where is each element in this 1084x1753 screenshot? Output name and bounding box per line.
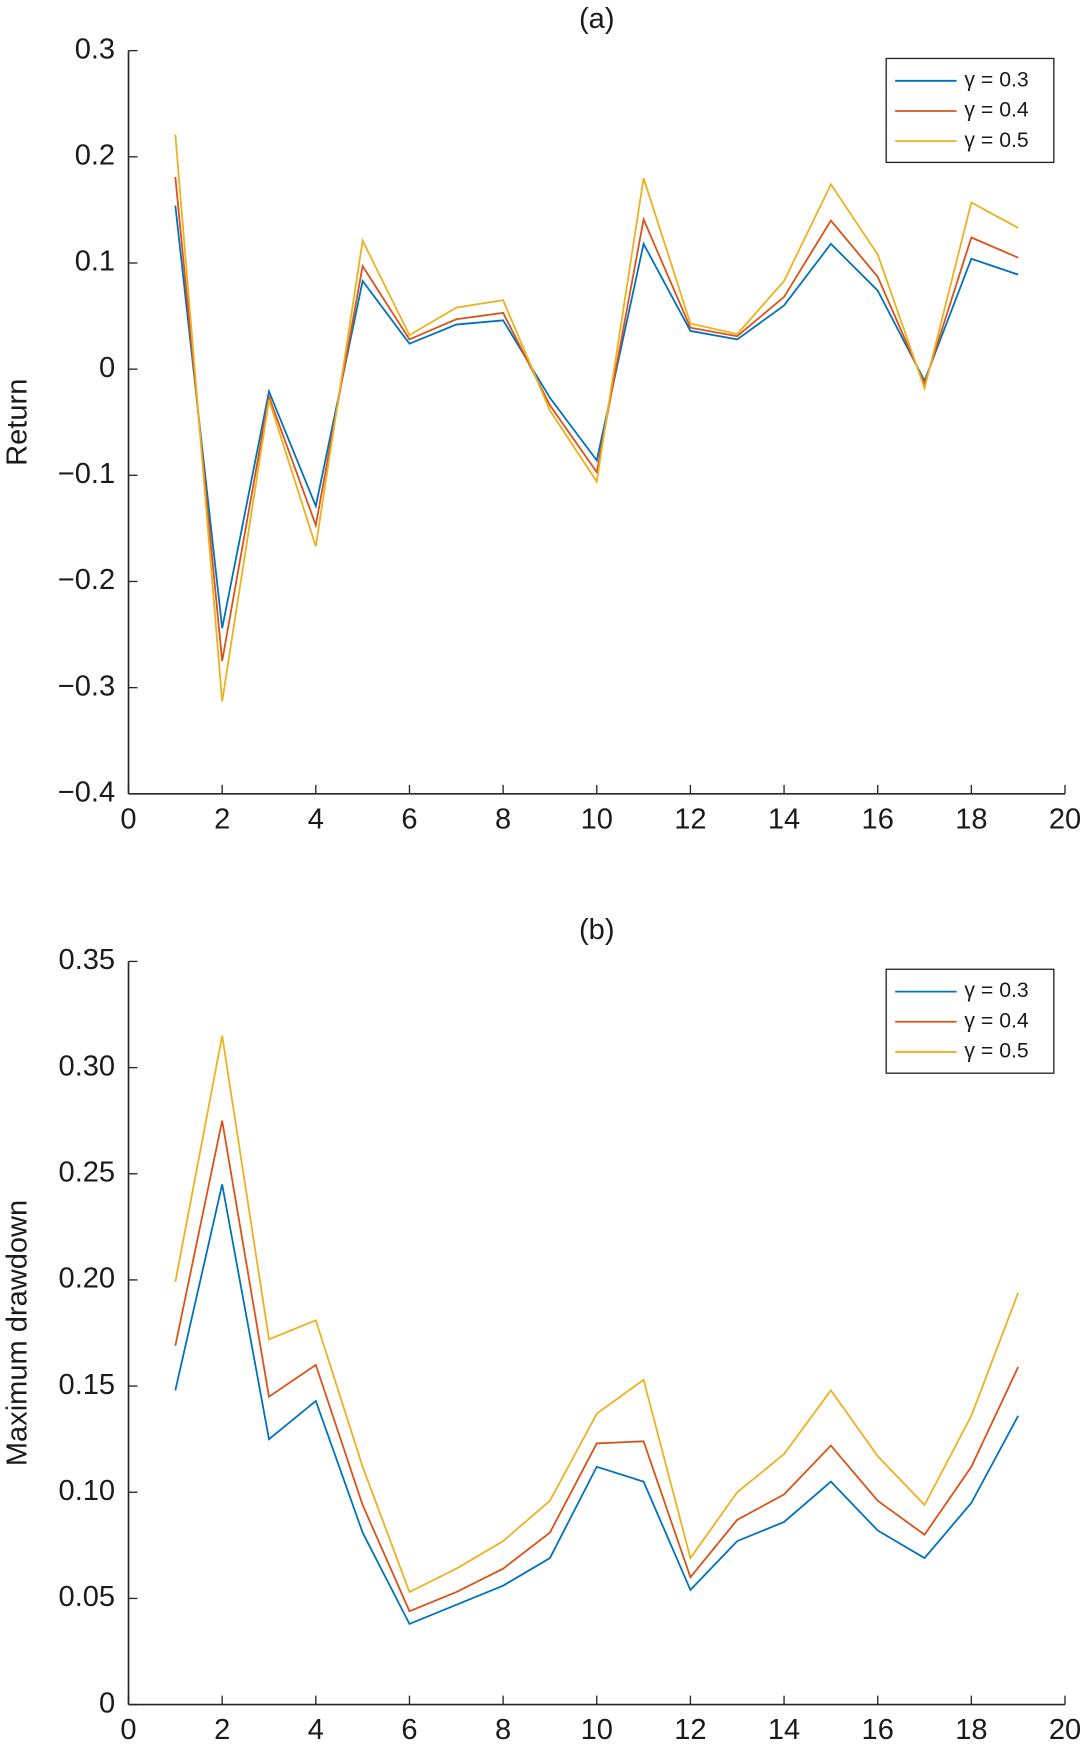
x-tick-label: 16 bbox=[862, 1714, 894, 1746]
series-line bbox=[174, 1120, 1019, 1613]
x-tick-label: 12 bbox=[674, 803, 706, 835]
y-tick-label: 0.05 bbox=[59, 1581, 116, 1613]
chart-title: (b) bbox=[579, 914, 615, 946]
x-tick-label: 20 bbox=[1049, 803, 1081, 835]
series-line bbox=[174, 134, 1019, 702]
series-line bbox=[174, 176, 1019, 662]
x-tick-label: 8 bbox=[495, 1714, 511, 1746]
y-tick-label: −0.1 bbox=[58, 458, 115, 490]
x-tick-label: 2 bbox=[214, 1714, 230, 1746]
y-tick-label: 0.20 bbox=[59, 1263, 116, 1295]
y-tick-label: 0.10 bbox=[59, 1475, 116, 1507]
legend: γ = 0.3 γ = 0.4 γ = 0.5 bbox=[885, 968, 1055, 1074]
chart-title: (a) bbox=[579, 3, 615, 35]
x-tick-label: 10 bbox=[581, 1714, 613, 1746]
x-tick-label: 4 bbox=[308, 1714, 324, 1746]
series-line bbox=[174, 1184, 1019, 1626]
y-axis-label: Return bbox=[2, 379, 34, 466]
y-tick-label: 0.1 bbox=[75, 246, 115, 278]
y-tick-label: −0.2 bbox=[58, 564, 115, 596]
y-tick-label: 0.3 bbox=[75, 33, 115, 65]
y-tick-label: 0.25 bbox=[59, 1156, 116, 1188]
x-tick-label: 6 bbox=[401, 1714, 417, 1746]
legend-label: γ = 0.5 bbox=[964, 1040, 1028, 1063]
x-tick-label: 6 bbox=[401, 803, 417, 835]
legend: γ = 0.3 γ = 0.4 γ = 0.5 bbox=[885, 57, 1055, 164]
x-tick-label: 18 bbox=[955, 1714, 987, 1746]
x-tick-label: 0 bbox=[120, 1714, 136, 1746]
x-tick-label: 18 bbox=[955, 803, 987, 835]
y-tick-label: 0.2 bbox=[75, 139, 115, 171]
legend-label: γ = 0.4 bbox=[964, 99, 1028, 122]
y-tick-label: 0.30 bbox=[59, 1050, 116, 1082]
y-tick-label: 0 bbox=[99, 352, 115, 384]
x-tick-label: 16 bbox=[862, 803, 894, 835]
x-tick-label: 0 bbox=[120, 803, 136, 835]
y-tick-label: 0.15 bbox=[59, 1369, 116, 1401]
x-tick-label: 14 bbox=[768, 803, 800, 835]
y-axis-label: Maximum drawdown bbox=[2, 1200, 34, 1466]
subplot: (b) Maximum drawdown 0 0.05 0.10 0.15 0.20 0.25… bbox=[2, 914, 1081, 1746]
legend-label: γ = 0.3 bbox=[964, 979, 1028, 1002]
legend-label: γ = 0.4 bbox=[964, 1009, 1028, 1032]
y-tick-label: −0.4 bbox=[58, 776, 115, 808]
x-tick-label: 2 bbox=[214, 803, 230, 835]
y-tick-label: 0.35 bbox=[59, 944, 116, 976]
x-tick-label: 14 bbox=[768, 1714, 800, 1746]
legend-label: γ = 0.5 bbox=[964, 129, 1028, 152]
subplot: (a) Return −0.4 −0.3 −0.2 −0.1 0 0.1 0.2 0.3 0 2 4 6 8… bbox=[2, 3, 1081, 835]
x-tick-label: 12 bbox=[674, 1714, 706, 1746]
series-line bbox=[174, 1035, 1020, 1594]
y-tick-label: −0.3 bbox=[58, 670, 115, 702]
x-tick-label: 10 bbox=[581, 803, 613, 835]
x-tick-label: 4 bbox=[308, 803, 324, 835]
series-line bbox=[174, 205, 1019, 629]
x-tick-label: 20 bbox=[1049, 1714, 1081, 1746]
x-tick-label: 8 bbox=[495, 803, 511, 835]
y-tick-label: 0 bbox=[99, 1687, 115, 1719]
legend-label: γ = 0.3 bbox=[964, 68, 1028, 91]
